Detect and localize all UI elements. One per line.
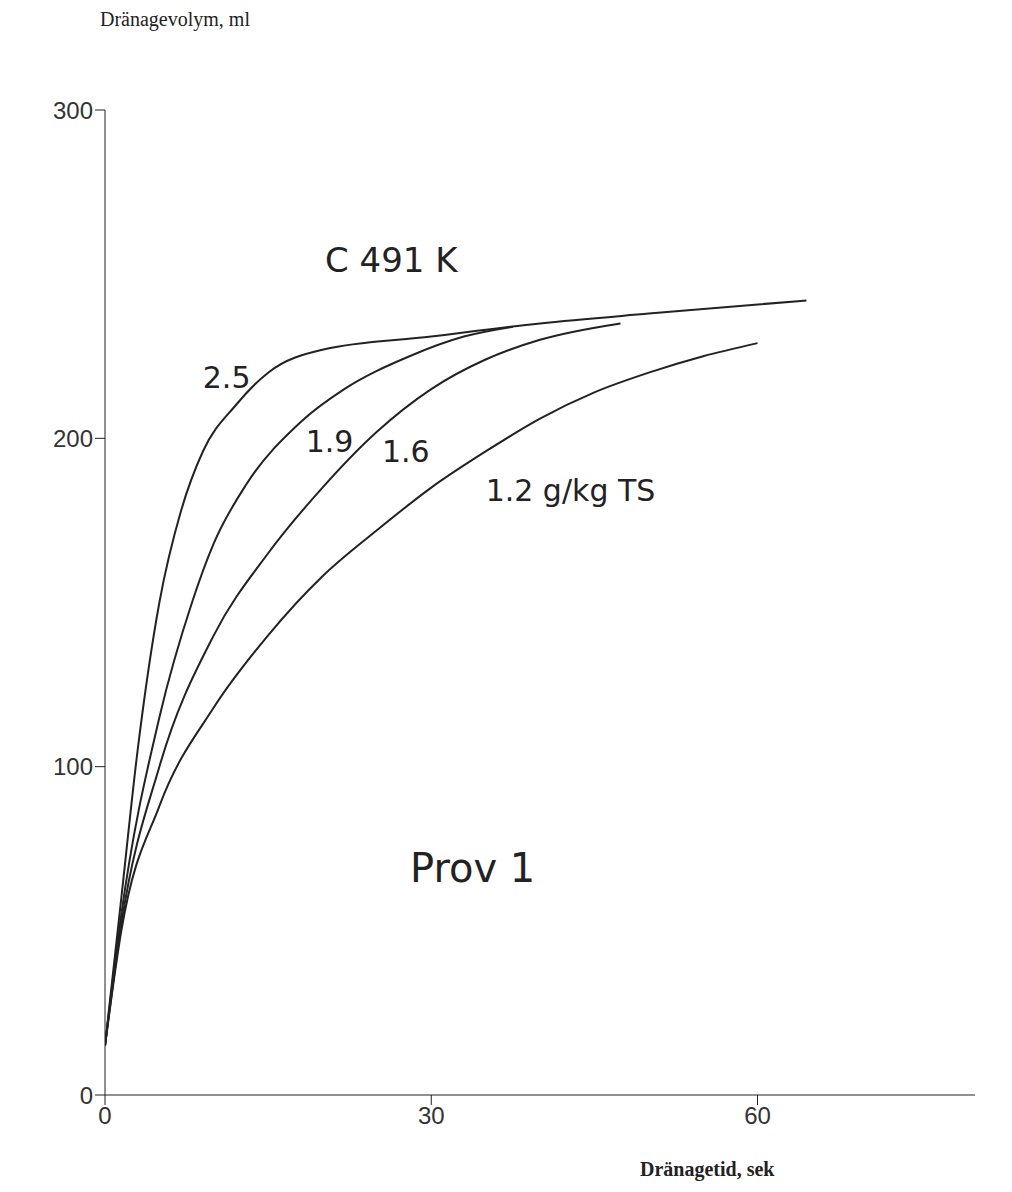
svg-text:2.5: 2.5: [203, 360, 251, 395]
html-text:C 491 K: C 491 K: [325, 240, 458, 280]
html-text:Prov 1: Prov 1: [410, 845, 536, 891]
svg-text:100: 100: [53, 753, 93, 780]
svg-text:1.9: 1.9: [306, 424, 354, 459]
svg-text:200: 200: [53, 425, 93, 452]
svg-text:1.2 g/kg TS: 1.2 g/kg TS: [486, 473, 656, 508]
html-text:Dränagevolym, ml: Dränagevolym, ml: [100, 8, 250, 30]
html-text:Dränagetid, sek: Dränagetid, sek: [640, 1158, 775, 1180]
svg-text:60: 60: [744, 1102, 771, 1129]
svg-text:30: 30: [418, 1102, 445, 1129]
svg-text:300: 300: [53, 97, 93, 124]
svg-text:0: 0: [80, 1082, 93, 1109]
svg-text:1.6: 1.6: [382, 434, 430, 469]
svg-text:0: 0: [98, 1102, 111, 1129]
